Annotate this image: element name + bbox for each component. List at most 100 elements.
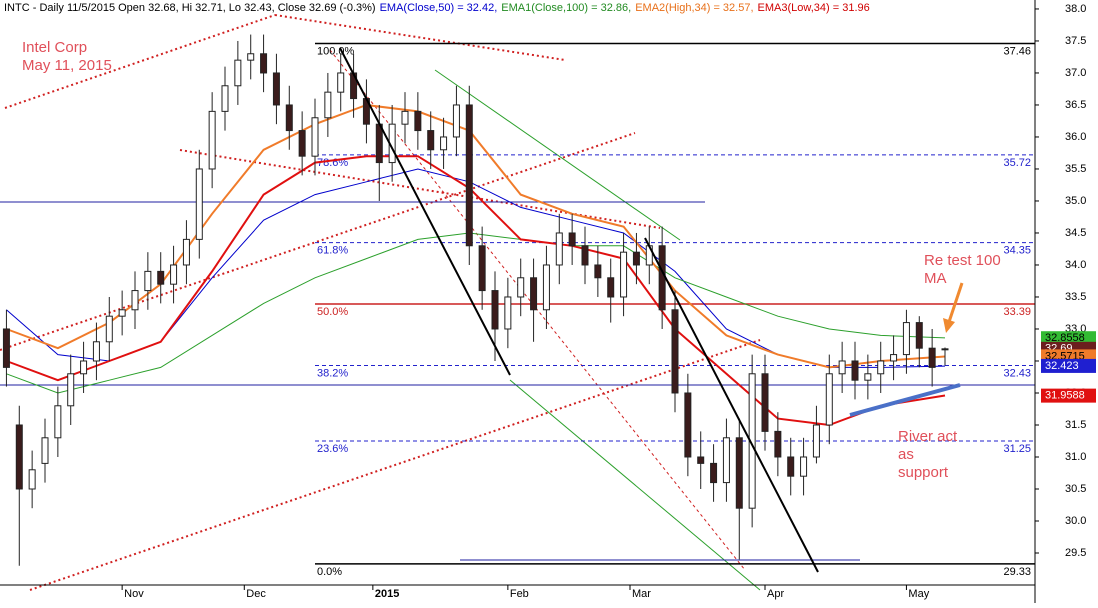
candle-body	[530, 277, 538, 311]
candle-body	[761, 373, 769, 432]
candle-body	[208, 110, 216, 170]
candle-body	[504, 296, 512, 330]
y-tick-label: 37.5	[1065, 35, 1086, 47]
candle-body	[838, 360, 846, 375]
price-tag	[1041, 358, 1096, 373]
x-tick-label: Mar	[632, 588, 651, 600]
candle-body	[118, 309, 126, 317]
annotation: Intel Corp	[22, 39, 87, 56]
candle-body	[632, 251, 640, 266]
candle-body	[491, 290, 499, 330]
fib-value: 33.39	[1003, 306, 1031, 318]
candle-body	[684, 392, 692, 458]
candle-body	[465, 104, 473, 247]
fib-label: 50.0%	[317, 306, 348, 318]
trendline	[0, 132, 636, 351]
candle-body	[658, 245, 666, 311]
x-tick-label: Nov	[124, 588, 144, 600]
fib-label: 61.8%	[317, 244, 348, 256]
price-tag-label: 32.423	[1045, 360, 1079, 372]
candle-body	[247, 53, 255, 61]
y-tick-label: 34.0	[1065, 259, 1086, 271]
candle-body	[144, 270, 152, 292]
title-segment: INTC - Daily 11/5/2015 Open 32.68, Hi 32…	[4, 2, 376, 14]
y-tick-label: 37.0	[1065, 67, 1086, 79]
candle-body	[517, 277, 525, 298]
y-tick-label: 35.0	[1065, 195, 1086, 207]
candle-body	[440, 136, 448, 151]
candle-body	[311, 117, 319, 157]
candle-body	[620, 251, 628, 298]
price-tag-label: 32.8558	[1045, 332, 1085, 344]
y-tick-label: 33.5	[1065, 291, 1086, 303]
candle-body	[260, 53, 268, 74]
candle-body	[941, 348, 949, 351]
fib-label: 0.0%	[317, 566, 342, 578]
candle-body	[890, 354, 898, 362]
annotation: support	[898, 464, 949, 481]
candle-body	[542, 264, 550, 311]
annotation: River act	[898, 428, 958, 445]
y-tick-label: 30.0	[1065, 515, 1086, 527]
candle-body	[774, 430, 782, 458]
candle-body	[735, 437, 743, 509]
candle-body	[877, 360, 885, 375]
annotation: as	[898, 446, 914, 463]
candle-body	[221, 85, 229, 112]
trendline	[274, 14, 566, 61]
candle-body	[915, 322, 923, 349]
candle-body	[28, 469, 36, 490]
candle-body	[800, 456, 808, 477]
x-tick-label: 2015	[375, 588, 399, 600]
trendline	[434, 69, 681, 241]
candle-body	[607, 277, 615, 298]
annotation: Re test 100	[924, 252, 1001, 269]
candle-body	[375, 123, 383, 164]
candle-body	[594, 264, 602, 279]
x-tick-label: May	[908, 588, 929, 600]
candle-body	[2, 328, 10, 368]
candle-body	[67, 373, 75, 407]
candle-body	[234, 59, 242, 87]
fib-value: 34.35	[1003, 244, 1031, 256]
candle-body	[902, 322, 910, 356]
trendline	[29, 339, 761, 591]
candle-body	[337, 72, 345, 93]
candle-body	[722, 437, 730, 484]
candle-body	[272, 72, 280, 106]
candle-body	[427, 130, 435, 151]
chart-title: INTC - Daily 11/5/2015 Open 32.68, Hi 32…	[4, 2, 870, 14]
y-tick-label: 31.0	[1065, 451, 1086, 463]
candle-body	[581, 245, 589, 266]
title-segment: EMA3(Low,34) = 31.96	[758, 2, 870, 14]
fib-value: 31.25	[1003, 443, 1031, 455]
y-tick-label: 30.5	[1065, 483, 1086, 495]
candle-body	[298, 130, 306, 157]
support-trendline	[849, 383, 961, 417]
candle-body	[478, 245, 486, 292]
trendline	[329, 49, 746, 571]
y-tick-label: 38.0	[1065, 3, 1086, 15]
candle-body	[182, 238, 190, 266]
candle-body	[324, 91, 332, 119]
candle-body	[864, 373, 872, 381]
fib-value: 29.33	[1003, 566, 1031, 578]
candle-body	[15, 424, 23, 490]
trendline	[339, 47, 511, 376]
candle-body	[452, 104, 460, 138]
price-tag	[1041, 388, 1096, 403]
candles	[2, 34, 949, 566]
candle-body	[825, 373, 833, 426]
y-tick-label: 31.5	[1065, 419, 1086, 431]
x-tick-label: Apr	[767, 588, 784, 600]
candle-body	[157, 270, 165, 285]
candle-body	[671, 309, 679, 394]
candle-body	[195, 168, 203, 240]
candle-body	[787, 456, 795, 477]
candle-body	[851, 360, 859, 381]
candle-body	[401, 110, 409, 125]
fib-label: 100.0%	[317, 45, 355, 57]
